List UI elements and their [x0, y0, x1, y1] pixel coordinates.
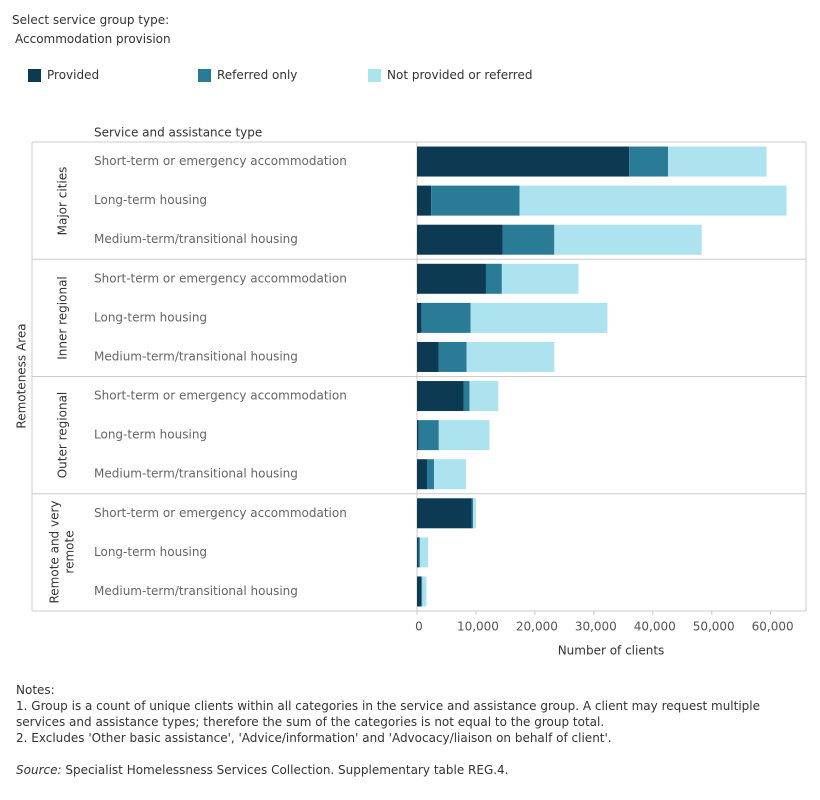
x-tick-label: 20,000 [516, 620, 558, 634]
legend-label: Not provided or referred [387, 68, 533, 82]
bar-segment [417, 381, 464, 412]
bar-segment [419, 537, 429, 568]
bar-segment [417, 263, 486, 294]
bar-segment [554, 224, 702, 255]
x-tick-label: 30,000 [575, 620, 617, 634]
bar-segment [501, 263, 579, 294]
bar-segment [629, 146, 669, 177]
x-tick-label: 50,000 [693, 620, 735, 634]
bar-segment [422, 576, 427, 607]
bar-segment [438, 341, 467, 372]
category-label: Medium-term/transitional housing [94, 584, 298, 598]
legend-item[interactable]: Referred only [198, 68, 297, 82]
bar-segment [470, 302, 608, 333]
bar-segment [417, 146, 630, 177]
bar-segment [417, 498, 472, 529]
bar-segment [466, 341, 555, 372]
legend-label: Provided [47, 68, 100, 82]
category-label: Long-term housing [94, 310, 207, 324]
bar-segment [431, 185, 520, 216]
category-label: Long-term housing [94, 193, 207, 207]
bar-segment [417, 576, 422, 607]
source-label: Source: [16, 763, 62, 777]
bar-segment [417, 537, 419, 568]
note: 1. Group is a count of unique clients wi… [16, 699, 761, 729]
category-label: Medium-term/transitional housing [94, 232, 298, 246]
category-label: Long-term housing [94, 545, 207, 559]
bar-segment [417, 341, 439, 372]
group-label: Remote and very remote [47, 500, 76, 604]
category-label: Short-term or emergency accommodation [94, 506, 347, 520]
bar-segment [421, 302, 471, 333]
bar-segment [427, 459, 435, 490]
source-text: Specialist Homelessness Services Collect… [61, 763, 509, 777]
legend-label: Referred only [217, 68, 298, 82]
bar-segment [471, 498, 473, 529]
legend-swatch [368, 68, 381, 82]
x-tick-label: 10,000 [457, 620, 499, 634]
bar-segment [417, 185, 432, 216]
bar-segment [668, 146, 767, 177]
bar-segment [421, 576, 423, 607]
bar-segment [417, 459, 428, 490]
notes-heading: Notes: [16, 683, 55, 697]
group-label: Outer regional [54, 391, 69, 479]
selector-label: Select service group type: [12, 13, 170, 27]
y-axis-label: Remoteness Area [15, 323, 29, 428]
bar-segment [469, 381, 499, 412]
bar-segment [417, 224, 503, 255]
selector-value[interactable]: Accommodation provision [15, 32, 171, 46]
category-label: Short-term or emergency accommodation [94, 389, 347, 403]
notes: Notes: 1. Group is a count of unique cli… [16, 682, 806, 778]
bar-segment [434, 459, 466, 490]
column-header: Service and assistance type [94, 126, 262, 140]
x-tick-label: 40,000 [634, 620, 676, 634]
category-label: Short-term or emergency accommodation [94, 154, 347, 168]
category-label: Long-term housing [94, 428, 207, 442]
bar-segment [463, 381, 470, 412]
bar-segment [417, 420, 419, 451]
bar-segment [418, 537, 420, 568]
category-label: Medium-term/transitional housing [94, 467, 298, 481]
group-label: Inner regional [54, 276, 69, 360]
x-tick-label: 60,000 [752, 620, 794, 634]
bar-segment [519, 185, 787, 216]
note: 2. Excludes 'Other basic assistance', 'A… [16, 731, 612, 745]
bar-segment [485, 263, 502, 294]
legend-item[interactable]: Provided [28, 68, 99, 82]
x-tick-label: 0 [415, 620, 423, 634]
bar-segment [418, 420, 439, 451]
bar-segment [472, 498, 476, 529]
category-label: Short-term or emergency accommodation [94, 271, 347, 285]
legend-swatch [198, 68, 211, 82]
group-label: Major cities [54, 166, 69, 235]
category-label: Medium-term/transitional housing [94, 349, 298, 363]
bar-segment [417, 302, 422, 333]
bar-segment [502, 224, 555, 255]
legend-swatch [28, 68, 41, 82]
chart: Service and assistance type Number of cl… [15, 126, 807, 658]
x-axis-label: Number of clients [558, 644, 665, 658]
legend-item[interactable]: Not provided or referred [368, 68, 532, 82]
bar-segment [438, 420, 490, 451]
source: Source: Specialist Homelessness Services… [16, 762, 806, 778]
